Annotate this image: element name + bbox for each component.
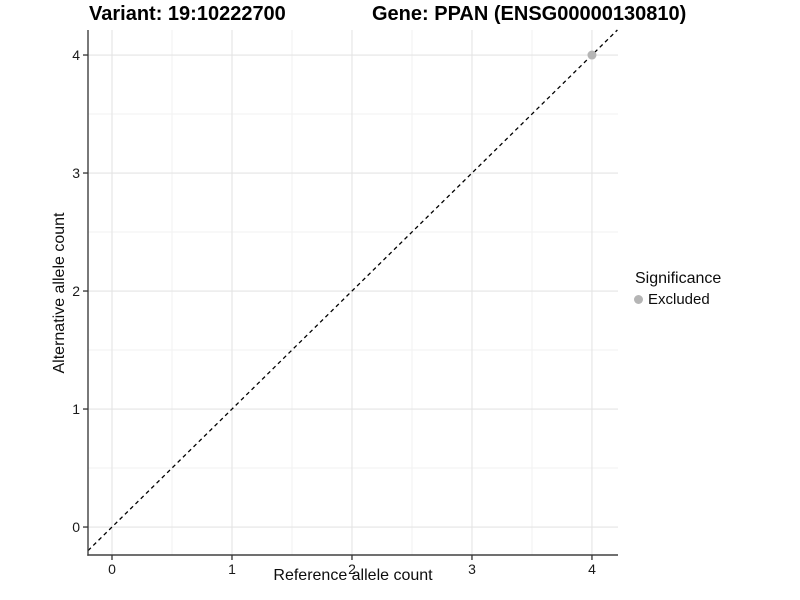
- legend-title: Significance: [635, 270, 722, 287]
- y-tick-label: 4: [72, 47, 80, 63]
- legend: Significance Excluded: [630, 269, 721, 308]
- data-point-excluded: [587, 50, 597, 60]
- plot-title-variant: Variant: 19:10222700: [89, 3, 286, 25]
- y-tick-label: 2: [72, 283, 80, 299]
- y-tick-label: 0: [72, 519, 80, 535]
- excluded-point-icon: [634, 295, 643, 304]
- x-tick-label: 4: [588, 561, 596, 577]
- plot-title-gene: Gene: PPAN (ENSG00000130810): [372, 3, 687, 25]
- y-tick-label: 3: [72, 165, 80, 181]
- x-tick-label: 1: [228, 561, 236, 577]
- x-tick-label: 3: [468, 561, 476, 577]
- x-axis-title: Reference allele count: [273, 567, 433, 584]
- y-axis-title: Alternative allele count: [51, 212, 68, 374]
- x-tick-label: 2: [348, 561, 356, 577]
- legend-item-excluded: Excluded: [630, 291, 721, 308]
- identity-dashed-line: [87, 29, 618, 552]
- y-tick-label: 1: [72, 401, 80, 417]
- x-tick-label: 0: [108, 561, 116, 577]
- legend-item-label: Excluded: [648, 291, 710, 308]
